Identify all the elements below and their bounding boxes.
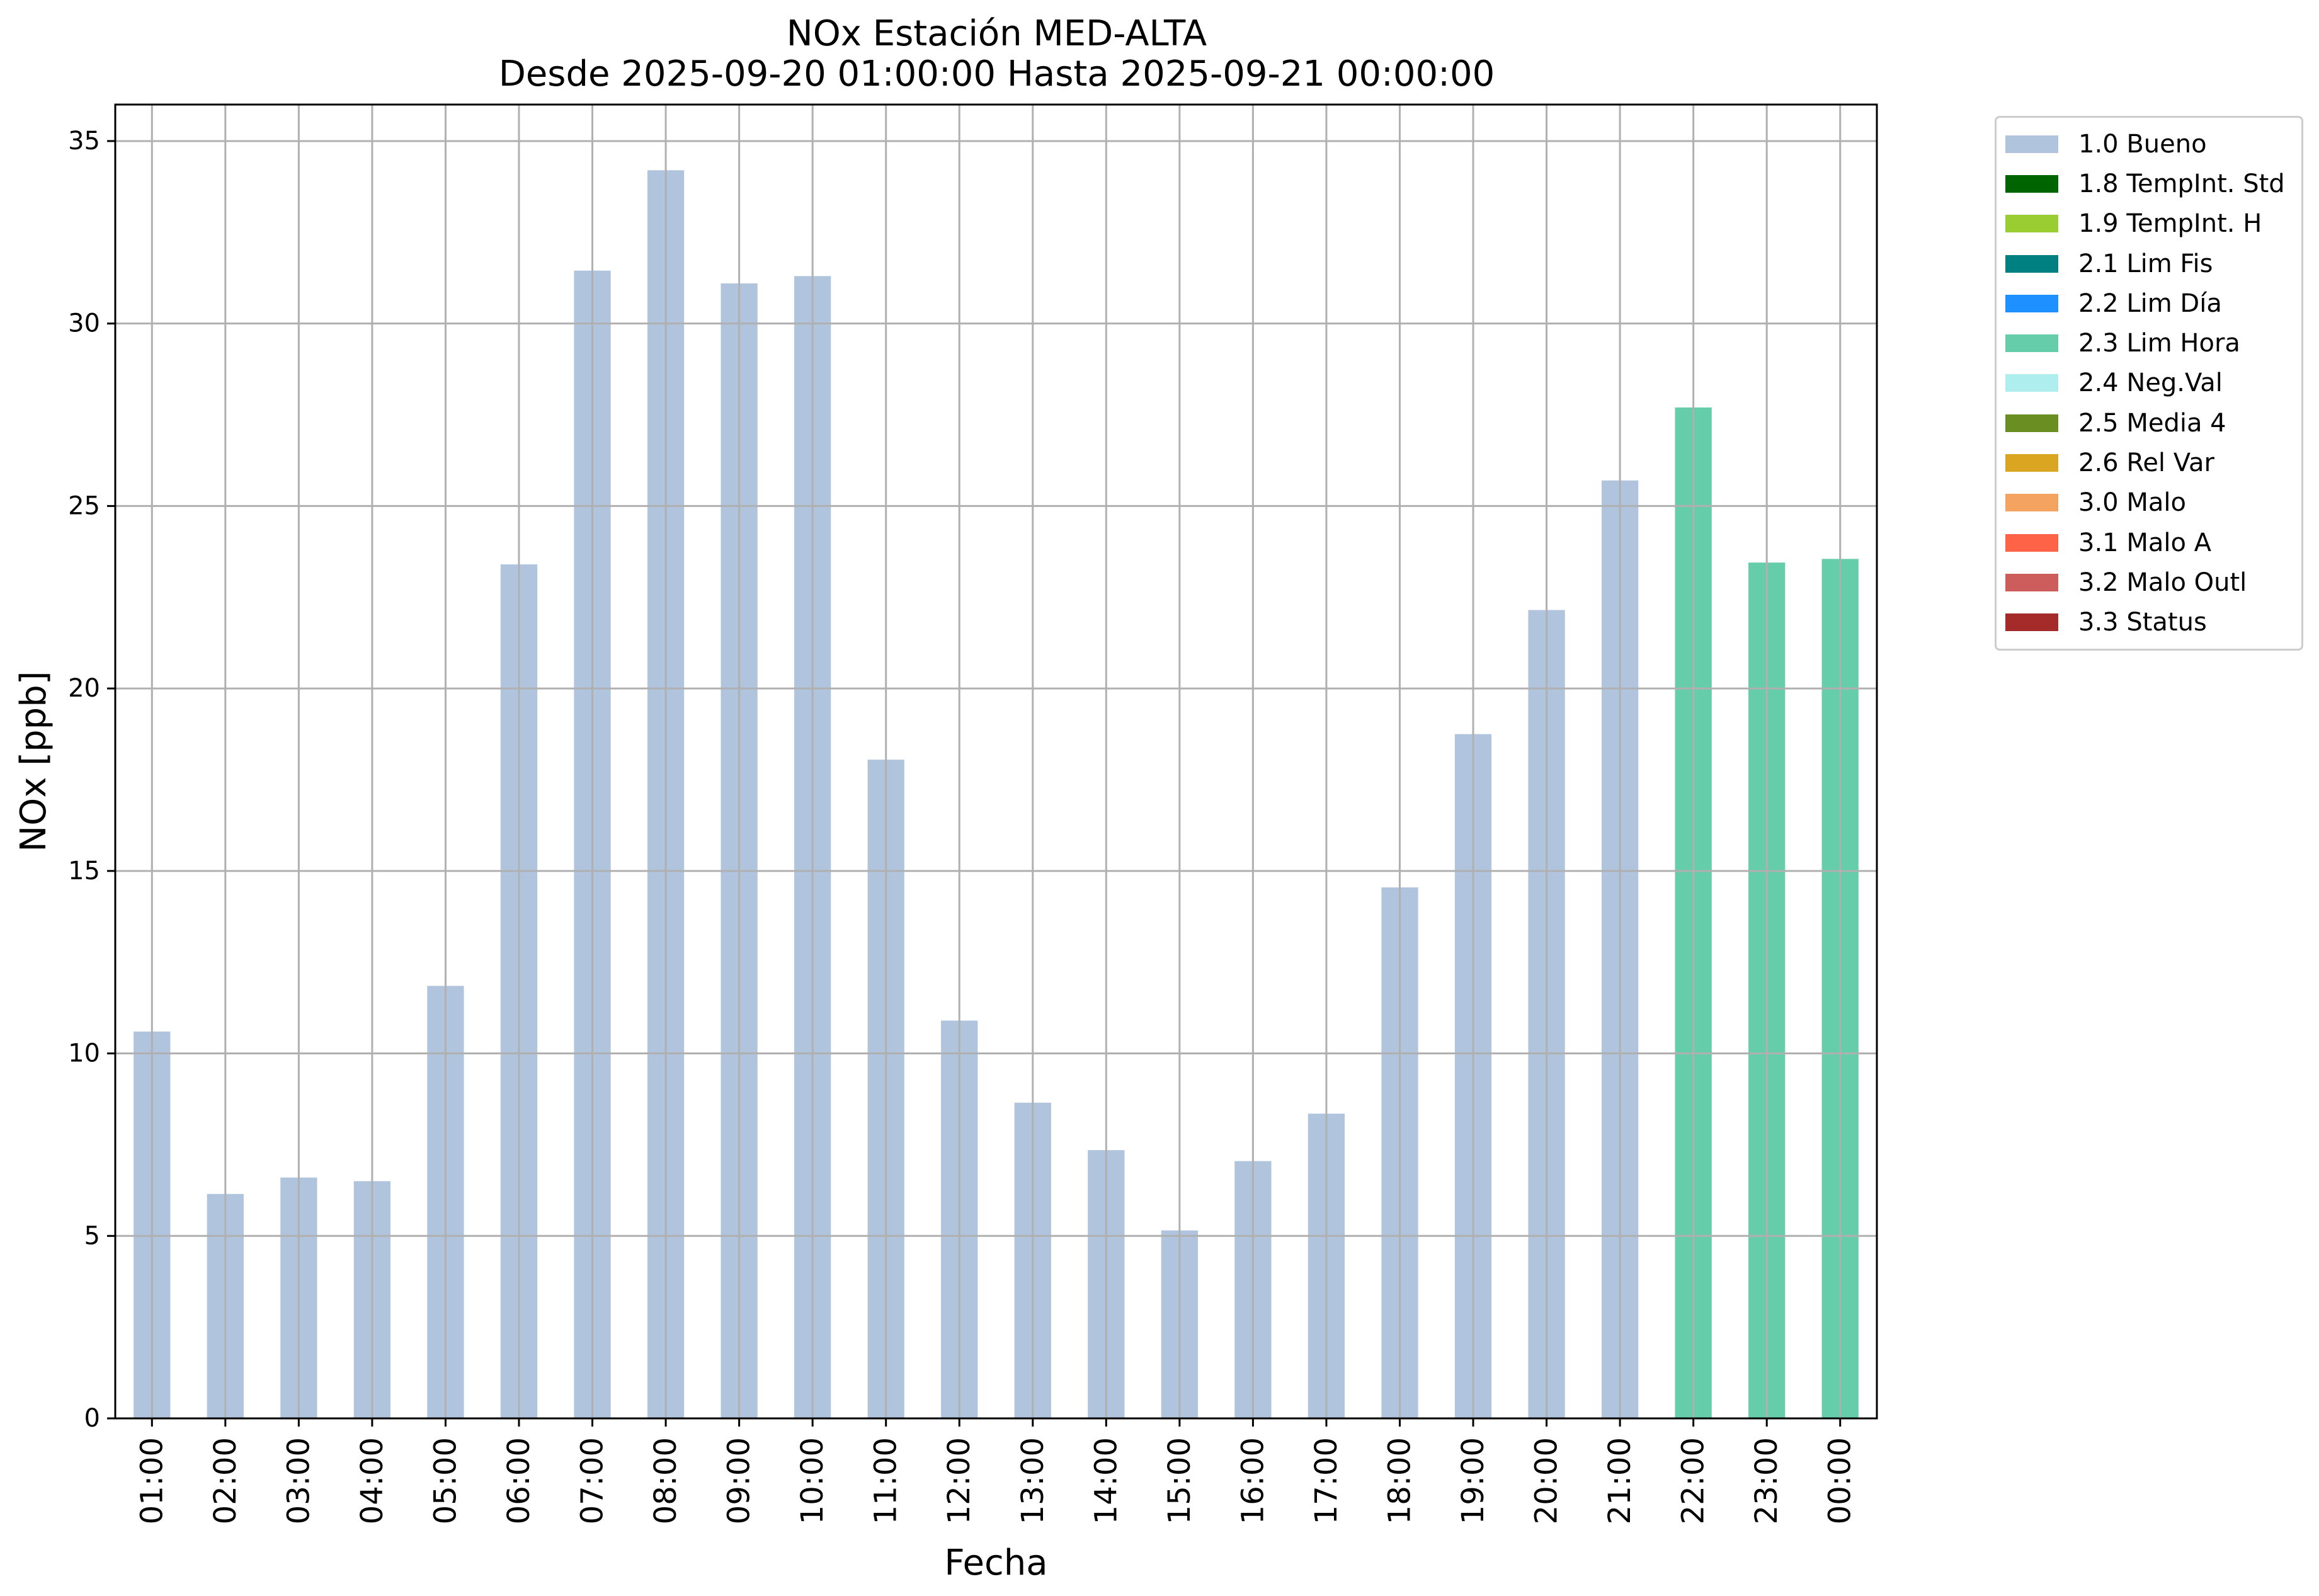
x-tick-label: 03:00 bbox=[281, 1437, 316, 1524]
legend-label: 3.2 Malo Outl bbox=[2078, 567, 2247, 597]
legend-item: 1.8 TempInt. Std bbox=[1997, 164, 2301, 203]
x-tick-label: 17:00 bbox=[1309, 1437, 1344, 1524]
legend-item: 1.0 Bueno bbox=[1997, 124, 2301, 164]
legend-swatch bbox=[2005, 215, 2058, 233]
legend-label: 2.5 Media 4 bbox=[2078, 408, 2226, 438]
x-tick-label: 09:00 bbox=[722, 1437, 757, 1524]
legend-label: 2.4 Neg.Val bbox=[2078, 368, 2223, 398]
x-tick-label: 21:00 bbox=[1602, 1437, 1638, 1524]
y-tick-label: 0 bbox=[84, 1404, 100, 1433]
y-tick-label: 30 bbox=[68, 309, 100, 338]
legend-label: 3.3 Status bbox=[2078, 608, 2207, 637]
legend-item: 2.2 Lim Día bbox=[1997, 283, 2301, 323]
legend-swatch bbox=[2005, 334, 2058, 353]
x-tick-label: 23:00 bbox=[1749, 1437, 1784, 1524]
chart-subtitle: Desde 2025-09-20 01:00:00 Hasta 2025-09-… bbox=[498, 54, 1495, 94]
y-tick-label: 25 bbox=[68, 491, 100, 520]
legend-swatch bbox=[2005, 294, 2058, 312]
x-tick-label: 18:00 bbox=[1382, 1437, 1417, 1524]
legend-swatch bbox=[2005, 494, 2058, 512]
legend-label: 1.9 TempInt. H bbox=[2078, 209, 2262, 239]
chart-title: NOx Estación MED-ALTA bbox=[786, 13, 1207, 54]
legend-swatch bbox=[2005, 135, 2058, 153]
legend-item: 2.1 Lim Fis bbox=[1997, 244, 2301, 283]
y-tick-label: 5 bbox=[84, 1221, 100, 1250]
x-tick-label: 02:00 bbox=[208, 1437, 243, 1524]
legend-swatch bbox=[2005, 374, 2058, 392]
legend-label: 2.1 Lim Fis bbox=[2078, 249, 2213, 278]
x-tick-label: 22:00 bbox=[1676, 1437, 1711, 1524]
x-tick-label: 08:00 bbox=[648, 1437, 683, 1524]
legend-item: 2.3 Lim Hora bbox=[1997, 323, 2301, 363]
legend-swatch bbox=[2005, 533, 2058, 552]
legend-swatch bbox=[2005, 454, 2058, 472]
legend-label: 2.2 Lim Día bbox=[2078, 288, 2222, 318]
legend-item: 3.1 Malo A bbox=[1997, 523, 2301, 562]
x-tick-label: 05:00 bbox=[428, 1437, 463, 1524]
legend-item: 2.5 Media 4 bbox=[1997, 403, 2301, 443]
x-tick-label: 16:00 bbox=[1235, 1437, 1270, 1524]
y-tick-label: 10 bbox=[68, 1039, 100, 1068]
x-tick-label: 12:00 bbox=[942, 1437, 977, 1524]
x-tick-label: 19:00 bbox=[1456, 1437, 1491, 1524]
legend-label: 1.0 Bueno bbox=[2078, 129, 2207, 159]
legend-label: 2.3 Lim Hora bbox=[2078, 329, 2240, 358]
legend-label: 1.8 TempInt. Std bbox=[2078, 169, 2285, 198]
plot-frame bbox=[114, 103, 1878, 1420]
legend-swatch bbox=[2005, 613, 2058, 632]
x-tick-label: 13:00 bbox=[1015, 1437, 1051, 1524]
x-tick-label: 06:00 bbox=[501, 1437, 537, 1524]
x-tick-label: 15:00 bbox=[1162, 1437, 1197, 1524]
y-tick-label: 15 bbox=[68, 857, 100, 886]
legend-item: 2.6 Rel Var bbox=[1997, 443, 2301, 482]
x-tick-label: 20:00 bbox=[1529, 1437, 1564, 1524]
legend-label: 3.1 Malo A bbox=[2078, 528, 2212, 557]
legend-item: 1.9 TempInt. H bbox=[1997, 204, 2301, 244]
legend-item: 3.2 Malo Outl bbox=[1997, 562, 2301, 602]
legend-swatch bbox=[2005, 254, 2058, 273]
x-tick-label: 07:00 bbox=[575, 1437, 610, 1524]
x-tick-label: 10:00 bbox=[795, 1437, 830, 1524]
chart-legend: 1.0 Bueno 1.8 TempInt. Std 1.9 TempInt. H 2… bbox=[1995, 116, 2303, 651]
legend-item: 2.4 Neg.Val bbox=[1997, 363, 2301, 403]
x-tick-label: 04:00 bbox=[355, 1437, 390, 1524]
x-tick-label: 11:00 bbox=[869, 1437, 904, 1524]
y-tick-label: 35 bbox=[68, 127, 100, 156]
legend-label: 3.0 Malo bbox=[2078, 488, 2186, 518]
legend-swatch bbox=[2005, 174, 2058, 193]
y-axis-label: NOx [ppb] bbox=[13, 671, 54, 852]
x-axis-label: Fecha bbox=[944, 1542, 1047, 1583]
legend-swatch bbox=[2005, 573, 2058, 591]
y-tick-label: 20 bbox=[68, 674, 100, 703]
legend-item: 3.3 Status bbox=[1997, 603, 2301, 642]
legend-swatch bbox=[2005, 414, 2058, 432]
x-tick-label: 00:00 bbox=[1823, 1437, 1858, 1524]
legend-label: 2.6 Rel Var bbox=[2078, 448, 2214, 478]
x-tick-label: 14:00 bbox=[1088, 1437, 1124, 1524]
legend-item: 3.0 Malo bbox=[1997, 483, 2301, 523]
x-tick-label: 01:00 bbox=[134, 1437, 169, 1524]
